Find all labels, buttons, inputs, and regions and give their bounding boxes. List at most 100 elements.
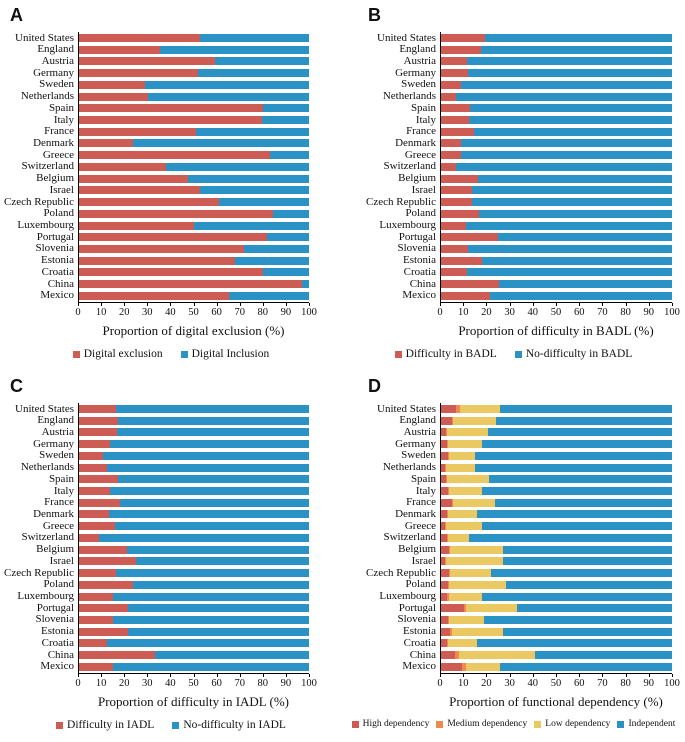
bar-track: [440, 533, 672, 542]
panel-a-bar-rows: United States England Austria Germany Sweden…: [0, 32, 342, 302]
bar-row: Luxembourg: [342, 591, 685, 602]
country-label: Netherlands: [382, 90, 436, 103]
panel-d-x-axis: [440, 673, 673, 678]
country-label: Israel: [49, 183, 74, 196]
bar-segment: [440, 139, 461, 148]
bar-segment: [468, 533, 672, 542]
bar-segment: [451, 498, 453, 507]
bar-segment: [450, 545, 503, 554]
bar-segment: [440, 604, 465, 613]
bar-segment: [440, 104, 471, 113]
legend-swatch: [514, 350, 522, 358]
bar-segment: [116, 405, 309, 413]
panel-c: C United States England Austria Germany Swed…: [0, 371, 342, 742]
axis-tick: [285, 303, 287, 306]
bar-segment: [78, 34, 201, 42]
axis-tick: [532, 674, 534, 677]
bar-track: [440, 428, 672, 437]
axis-tick: [239, 303, 241, 306]
bar-track: [78, 57, 309, 66]
bar-segment: [485, 34, 672, 42]
country-label: Germany: [395, 66, 436, 79]
bar-segment: [448, 533, 469, 542]
legend-swatch: [180, 350, 188, 358]
bar-track: [440, 209, 672, 218]
bar-segment: [440, 280, 500, 289]
bar-segment: [440, 428, 446, 437]
axis-tick-label: 40: [527, 307, 539, 318]
country-label: Estonia: [403, 625, 436, 638]
panel-d: D United States England Austria Germany Swed…: [342, 371, 685, 742]
legend-item: Difficulty in IADL: [56, 719, 154, 731]
bar-segment: [445, 463, 475, 472]
bar-track: [440, 244, 672, 253]
axis-tick-label: 60: [211, 307, 222, 318]
axis-tick: [463, 674, 465, 677]
bar-segment: [78, 256, 236, 265]
bar-segment: [446, 475, 489, 484]
country-label: Poland: [405, 578, 436, 591]
bar-segment: [78, 209, 274, 218]
bar-segment: [440, 151, 461, 160]
bar-track: [440, 440, 672, 449]
country-label: United States: [15, 31, 74, 44]
axis-tick-label: 100: [301, 678, 317, 689]
panel-d-letter: D: [368, 376, 381, 396]
bar-row: Czech Republic: [342, 196, 685, 207]
bar-segment: [448, 510, 478, 519]
axis-tick: [101, 303, 103, 306]
panel-c-x-tick-labels: 0 10 20 30 40 50 60 70 80 90 100: [75, 678, 317, 691]
bar-segment: [200, 34, 309, 42]
country-label: Slovenia: [35, 242, 75, 255]
country-label: Denmark: [33, 507, 74, 520]
country-label: Portugal: [36, 601, 74, 614]
axis-tick-label: 50: [188, 307, 199, 318]
bar-track: [440, 569, 672, 578]
bar-segment: [78, 522, 115, 531]
bar-segment: [478, 174, 672, 183]
bar-row: Netherlands: [342, 462, 685, 473]
axis-tick: [509, 303, 511, 306]
bar-segment: [446, 533, 449, 542]
bar-segment: [440, 209, 480, 218]
bar-segment: [440, 440, 447, 449]
bar-track: [440, 451, 672, 460]
bar-track: [78, 233, 309, 242]
bar-track: [440, 256, 672, 265]
axis-tick: [285, 674, 287, 677]
axis-tick: [170, 303, 172, 306]
bar-row: Poland: [342, 208, 685, 219]
bar-track: [78, 580, 309, 589]
bar-row: United States: [342, 32, 685, 43]
bar-segment: [495, 416, 672, 425]
bar-row: Switzerland: [342, 532, 685, 543]
legend-item: High dependency: [351, 719, 429, 729]
axis-tick: [579, 303, 581, 306]
bar-track: [78, 280, 309, 289]
bar-row: Mexico: [0, 661, 342, 672]
country-label: Belgium: [398, 543, 436, 556]
bar-segment: [449, 615, 485, 624]
bar-segment: [440, 69, 468, 78]
bar-row: Slovenia: [0, 242, 342, 255]
bar-segment: [450, 627, 452, 636]
bar-row: Belgium: [0, 544, 342, 555]
bar-segment: [449, 569, 451, 578]
bar-segment: [78, 174, 188, 183]
bar-track: [440, 186, 672, 195]
bar-track: [78, 162, 309, 171]
axis-tick-label: 40: [527, 678, 539, 689]
bar-row: Mexico: [342, 289, 685, 302]
bar-segment: [78, 244, 245, 253]
axis-tick: [602, 674, 604, 677]
bar-segment: [466, 57, 672, 66]
axis-tick: [147, 303, 149, 306]
axis-tick: [216, 674, 218, 677]
country-label: Mexico: [40, 289, 74, 302]
axis-tick-label: 50: [188, 678, 199, 689]
bar-track: [440, 627, 672, 636]
bar-row: Israel: [0, 183, 342, 196]
country-label: Mexico: [402, 289, 436, 302]
bar-row: Italy: [0, 485, 342, 496]
country-label: Israel: [411, 183, 436, 196]
